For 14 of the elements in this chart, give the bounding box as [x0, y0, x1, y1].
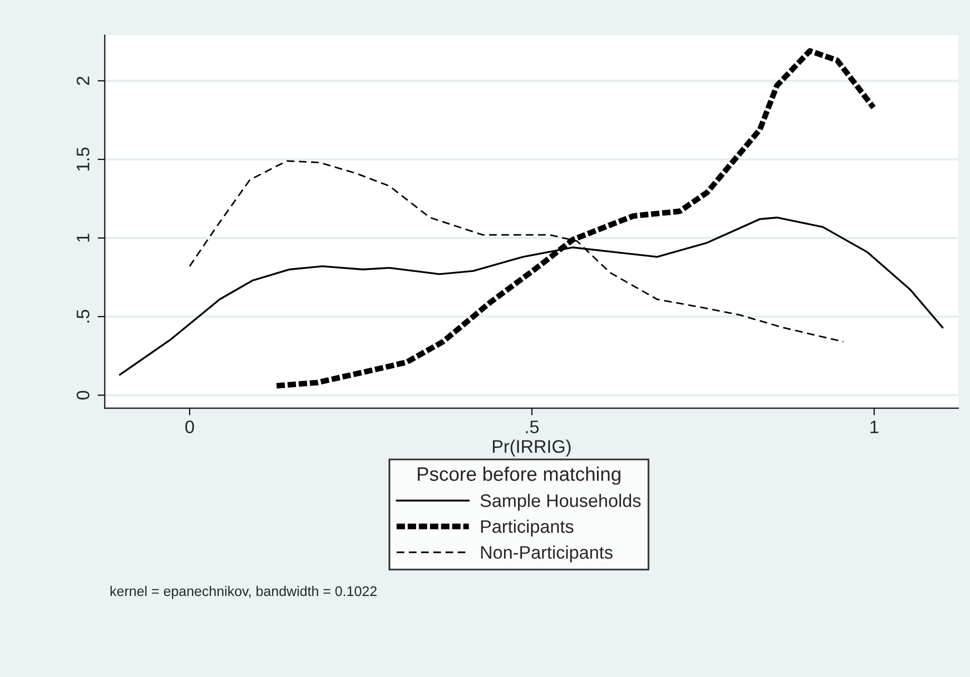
legend-title: Pscore before matching: [418, 466, 620, 485]
y-tick-label: .5: [76, 310, 90, 322]
x-tick-label: .5: [526, 420, 539, 434]
y-tick-label: 0: [76, 390, 90, 400]
x-tick-label: 0: [185, 420, 194, 434]
y-tick-label: 1.5: [76, 148, 90, 171]
y-tick-label: 2: [76, 76, 90, 85]
legend-label: Non-Participants: [481, 546, 613, 562]
x-tick-label: 1: [870, 420, 878, 434]
text: kernel = epanechnikov, bandwidth = 0.1022: [110, 586, 377, 599]
y-tick-label: 1: [76, 234, 90, 242]
legend-label: Participants: [481, 520, 574, 537]
legend-label: Sample Households: [480, 494, 641, 511]
x-axis-title: Pr(IRRIG): [492, 440, 571, 456]
